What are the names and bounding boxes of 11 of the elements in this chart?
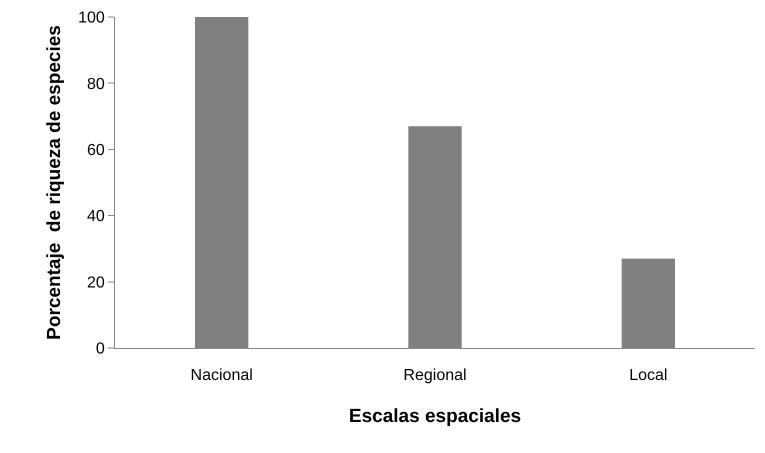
y-axis-title: Porcentaje de riqueza de especies (44, 25, 65, 340)
x-tick-label: Regional (403, 367, 467, 384)
y-tick-label: 0 (96, 340, 105, 358)
x-tick-label: Nacional (190, 367, 253, 384)
y-tick-label: 20 (87, 274, 105, 292)
y-tick-label: 80 (87, 76, 105, 93)
x-axis-title: Escalas espaciales (348, 406, 522, 427)
y-tick-label: 40 (87, 208, 105, 226)
x-tick-label: Local (629, 367, 668, 384)
y-tick-label: 100 (78, 10, 105, 27)
y-tick-label: 60 (87, 142, 105, 159)
